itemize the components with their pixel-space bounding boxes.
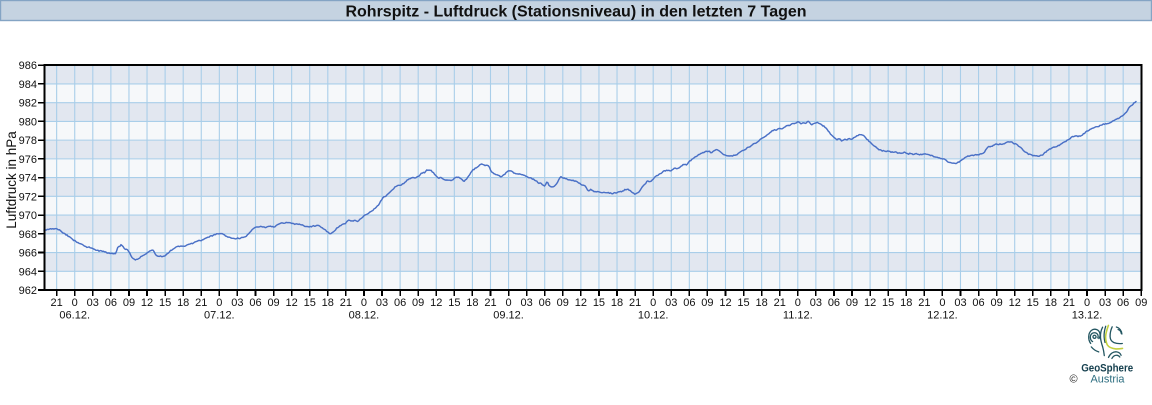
svg-text:11.12.: 11.12. <box>783 310 813 322</box>
svg-text:07.12.: 07.12. <box>204 310 235 322</box>
svg-text:964: 964 <box>19 266 37 278</box>
svg-text:06.12.: 06.12. <box>59 310 90 322</box>
svg-text:09: 09 <box>123 297 135 309</box>
svg-text:06: 06 <box>539 297 551 309</box>
svg-text:03: 03 <box>1099 297 1111 309</box>
svg-text:06: 06 <box>972 297 984 309</box>
svg-text:974: 974 <box>19 173 37 185</box>
svg-text:06: 06 <box>1117 297 1129 309</box>
svg-text:09: 09 <box>412 297 424 309</box>
svg-text:03: 03 <box>87 297 99 309</box>
svg-text:03: 03 <box>231 297 243 309</box>
svg-text:18: 18 <box>1045 297 1057 309</box>
svg-text:21: 21 <box>340 297 352 309</box>
svg-text:©: © <box>1069 374 1077 386</box>
svg-text:06: 06 <box>683 297 695 309</box>
svg-text:09: 09 <box>267 297 279 309</box>
svg-text:Rohrspitz - Luftdruck (Station: Rohrspitz - Luftdruck (Stationsniveau) i… <box>345 3 806 20</box>
svg-text:0: 0 <box>939 297 945 309</box>
svg-text:986: 986 <box>19 60 37 72</box>
svg-text:0: 0 <box>216 297 222 309</box>
svg-text:GeoSphere: GeoSphere <box>1081 363 1133 375</box>
svg-text:972: 972 <box>19 191 37 203</box>
svg-text:03: 03 <box>665 297 677 309</box>
svg-text:12: 12 <box>1009 297 1021 309</box>
svg-text:12: 12 <box>719 297 731 309</box>
svg-text:03: 03 <box>521 297 533 309</box>
svg-text:09: 09 <box>557 297 569 309</box>
svg-text:21: 21 <box>195 297 207 309</box>
svg-text:18: 18 <box>177 297 189 309</box>
svg-text:966: 966 <box>19 248 37 260</box>
svg-text:15: 15 <box>304 297 316 309</box>
svg-text:21: 21 <box>1063 297 1075 309</box>
svg-text:0: 0 <box>650 297 656 309</box>
svg-text:0: 0 <box>1084 297 1090 309</box>
svg-text:09.12.: 09.12. <box>493 310 524 322</box>
svg-text:21: 21 <box>918 297 930 309</box>
svg-text:968: 968 <box>19 229 37 241</box>
svg-text:15: 15 <box>159 297 171 309</box>
svg-text:15: 15 <box>737 297 749 309</box>
svg-text:21: 21 <box>51 297 63 309</box>
svg-text:12: 12 <box>575 297 587 309</box>
svg-text:03: 03 <box>954 297 966 309</box>
svg-text:06: 06 <box>249 297 261 309</box>
svg-text:0: 0 <box>795 297 801 309</box>
svg-text:12: 12 <box>430 297 442 309</box>
svg-text:21: 21 <box>484 297 496 309</box>
svg-text:12: 12 <box>141 297 153 309</box>
svg-text:13.12.: 13.12. <box>1072 310 1103 322</box>
svg-text:21: 21 <box>629 297 641 309</box>
svg-text:978: 978 <box>19 135 37 147</box>
svg-text:18: 18 <box>756 297 768 309</box>
svg-text:12: 12 <box>286 297 298 309</box>
svg-text:18: 18 <box>322 297 334 309</box>
svg-text:06: 06 <box>394 297 406 309</box>
svg-text:09: 09 <box>1135 297 1147 309</box>
svg-text:18: 18 <box>900 297 912 309</box>
svg-text:0: 0 <box>506 297 512 309</box>
svg-text:08.12.: 08.12. <box>349 310 380 322</box>
svg-text:15: 15 <box>882 297 894 309</box>
svg-text:15: 15 <box>448 297 460 309</box>
svg-text:980: 980 <box>19 116 37 128</box>
svg-text:Luftdruck in hPa: Luftdruck in hPa <box>4 131 19 229</box>
svg-text:09: 09 <box>846 297 858 309</box>
svg-text:0: 0 <box>361 297 367 309</box>
svg-text:Austria: Austria <box>1091 374 1126 386</box>
svg-text:962: 962 <box>19 285 37 297</box>
svg-text:03: 03 <box>810 297 822 309</box>
svg-text:984: 984 <box>19 79 37 91</box>
svg-text:03: 03 <box>376 297 388 309</box>
svg-text:15: 15 <box>593 297 605 309</box>
svg-text:06: 06 <box>105 297 117 309</box>
svg-text:15: 15 <box>1027 297 1039 309</box>
svg-text:10.12.: 10.12. <box>638 310 669 322</box>
svg-text:06: 06 <box>828 297 840 309</box>
svg-text:18: 18 <box>611 297 623 309</box>
svg-text:0: 0 <box>72 297 78 309</box>
svg-text:982: 982 <box>19 98 37 110</box>
svg-text:976: 976 <box>19 154 37 166</box>
svg-text:18: 18 <box>466 297 478 309</box>
svg-text:12: 12 <box>864 297 876 309</box>
svg-text:12.12.: 12.12. <box>927 310 958 322</box>
svg-text:09: 09 <box>991 297 1003 309</box>
svg-text:970: 970 <box>19 210 37 222</box>
svg-text:21: 21 <box>774 297 786 309</box>
svg-text:09: 09 <box>701 297 713 309</box>
